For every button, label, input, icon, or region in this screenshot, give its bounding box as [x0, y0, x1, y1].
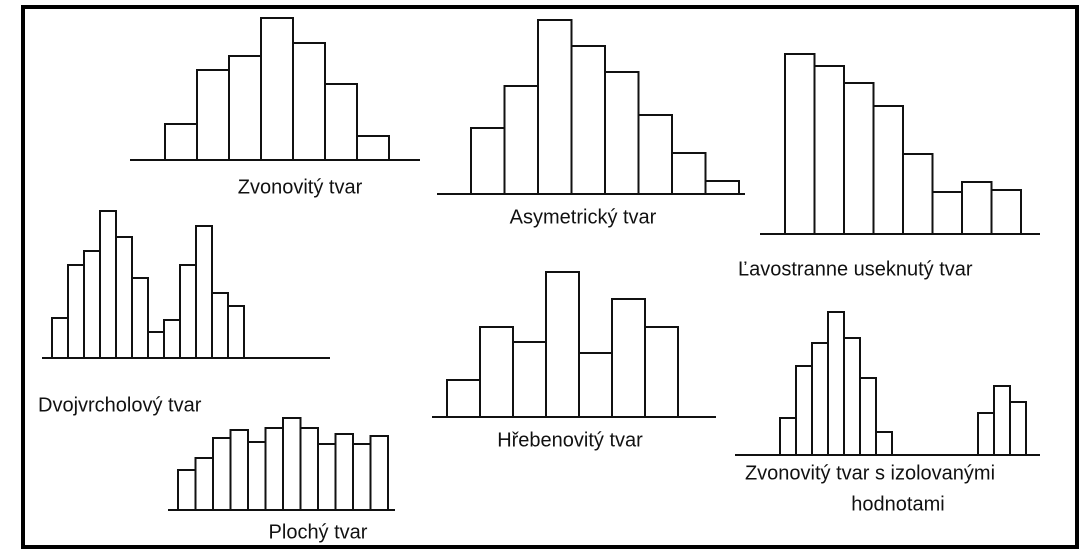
histogram-shape: Zvonovitý tvar s izolovanými hodnotami — [735, 311, 1040, 515]
bar — [931, 191, 963, 235]
bar — [260, 17, 294, 161]
shape-label: Hřebenovitý tvar — [497, 429, 643, 451]
shape-label: Dvojvrcholový tvar — [38, 394, 202, 416]
bar — [784, 53, 816, 235]
shape-label: hodnotami — [851, 493, 944, 515]
bar — [644, 326, 679, 418]
bar — [872, 105, 904, 235]
bar — [228, 55, 262, 161]
histogram-shape: Hřebenovitý tvar — [432, 271, 716, 451]
bar — [227, 305, 245, 359]
bar — [196, 69, 230, 161]
bar — [512, 341, 547, 418]
bar — [704, 180, 740, 195]
bar — [356, 135, 390, 161]
bar — [977, 412, 995, 456]
bar — [131, 277, 149, 359]
bar — [578, 352, 613, 418]
bar — [211, 292, 229, 359]
bar — [537, 19, 573, 195]
bar — [779, 417, 797, 456]
bar — [470, 127, 506, 195]
shape-label: Ľavostranne useknutý tvar — [738, 258, 973, 280]
bar — [545, 271, 580, 418]
bar — [843, 337, 861, 456]
bar — [317, 443, 337, 511]
bar — [503, 85, 539, 195]
bar — [1009, 401, 1027, 456]
bar — [446, 379, 481, 418]
bar — [604, 71, 640, 195]
bar — [611, 298, 646, 418]
bar — [859, 377, 877, 456]
bar — [671, 152, 707, 195]
bar — [264, 427, 284, 511]
bar — [194, 457, 214, 511]
bar — [570, 45, 606, 195]
bar — [51, 317, 69, 359]
bar — [479, 326, 514, 418]
shape-label: Plochý tvar — [269, 521, 368, 543]
bar — [993, 385, 1011, 456]
bar — [212, 437, 232, 511]
shape-label: Zvonovitý tvar s izolovanými — [745, 462, 995, 484]
bar — [115, 236, 133, 359]
bar — [637, 114, 673, 195]
bar — [990, 189, 1022, 235]
bar — [247, 441, 267, 511]
bar — [813, 65, 845, 235]
bar — [99, 210, 117, 359]
bar — [67, 264, 85, 359]
bar — [299, 427, 319, 511]
bar — [811, 342, 829, 456]
bar — [827, 311, 845, 456]
bar — [292, 42, 326, 161]
bar — [195, 225, 213, 359]
histogram-shape: Zvonovitý tvar — [130, 17, 420, 198]
bar — [177, 469, 197, 511]
bar — [324, 83, 358, 161]
bar — [179, 264, 197, 359]
bar — [902, 153, 934, 235]
bar — [163, 319, 181, 359]
histogram-shape: Plochý tvar — [168, 417, 395, 543]
bar — [961, 181, 993, 235]
bar — [147, 331, 165, 359]
bar — [282, 417, 302, 511]
shape-label: Zvonovitý tvar — [238, 176, 363, 198]
bar — [229, 429, 249, 511]
histogram-shape: Asymetrický tvar — [437, 19, 745, 228]
bar — [843, 82, 875, 235]
panels: Zvonovitý tvar Asymetrický tvar Ľavostrann… — [38, 17, 1040, 543]
bar — [83, 250, 101, 359]
shape-label: Asymetrický tvar — [510, 206, 657, 228]
histogram-shape: Dvojvrcholový tvar — [38, 210, 330, 416]
bar — [352, 443, 372, 511]
bar — [795, 365, 813, 456]
bar — [369, 435, 389, 511]
bar — [164, 123, 198, 161]
histogram-shape: Ľavostranne useknutý tvar — [738, 53, 1040, 280]
bar — [875, 431, 893, 456]
bar — [334, 433, 354, 511]
